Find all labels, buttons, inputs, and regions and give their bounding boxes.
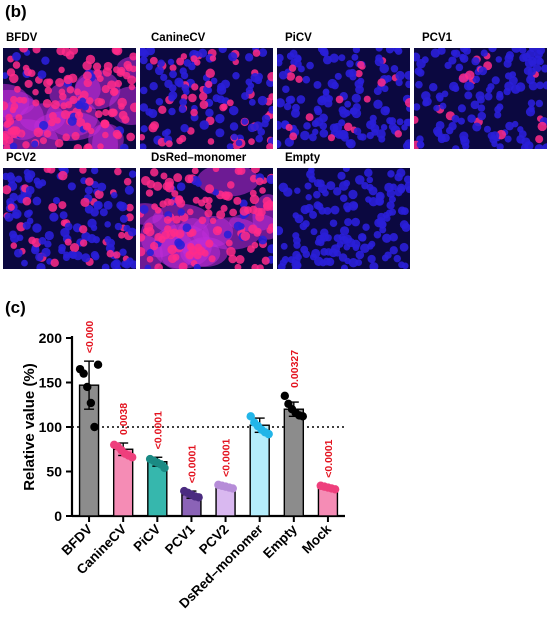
data-point bbox=[86, 398, 96, 408]
data-point bbox=[264, 429, 273, 439]
micrograph-title-caninecv: CanineCV bbox=[151, 32, 206, 44]
data-point bbox=[83, 382, 92, 392]
data-point bbox=[90, 422, 99, 432]
y-tick-label: 0 bbox=[54, 508, 62, 524]
micrograph-title-picv: PiCV bbox=[285, 32, 312, 44]
data-point bbox=[298, 412, 308, 421]
micrograph-title-pcv1: PCV1 bbox=[422, 32, 453, 44]
data-point bbox=[127, 453, 137, 462]
y-tick-label: 200 bbox=[39, 330, 63, 346]
y-tick-label: 150 bbox=[39, 375, 63, 391]
micrograph-empty bbox=[277, 168, 410, 269]
p-value-label: 0.0038 bbox=[118, 403, 130, 435]
data-point bbox=[330, 485, 340, 494]
p-value-label: <0.0001 bbox=[323, 439, 335, 477]
y-axis-label: Relative value (%) bbox=[21, 363, 38, 491]
y-tick-label: 100 bbox=[39, 419, 63, 435]
micrograph-title-empty: Empty bbox=[285, 152, 321, 164]
p-value-label: <0.0001 bbox=[84, 320, 96, 353]
micrograph-picv bbox=[277, 48, 410, 149]
data-point bbox=[280, 391, 290, 401]
x-tick-label: Mock bbox=[299, 521, 334, 556]
x-tick-label: PiCV bbox=[131, 522, 164, 555]
micrograph-dsred-monomer bbox=[140, 168, 273, 269]
micrograph-title-pcv2: PCV2 bbox=[6, 152, 37, 164]
x-tick-label: Empty bbox=[260, 521, 300, 561]
p-value-label: 0.00327 bbox=[289, 350, 301, 388]
p-value-label: <0.0001 bbox=[186, 445, 198, 483]
micrograph-title-bfdv: BFDV bbox=[6, 32, 38, 44]
data-point bbox=[228, 484, 237, 493]
data-point bbox=[246, 412, 255, 421]
panel-c-label: (c) bbox=[5, 298, 26, 317]
micrograph-title-dsred-monomer: DsRed–monomer bbox=[151, 152, 247, 164]
p-value-label: <0.0001 bbox=[152, 411, 164, 449]
y-tick-label: 50 bbox=[46, 464, 62, 480]
micrograph-bfdv bbox=[3, 48, 136, 149]
data-point bbox=[93, 360, 103, 369]
bar bbox=[249, 424, 270, 517]
micrograph-caninecv bbox=[140, 48, 273, 149]
data-point bbox=[160, 463, 169, 473]
data-point bbox=[79, 369, 88, 378]
x-tick-label: PCV1 bbox=[162, 521, 198, 557]
p-value-label: <0.0001 bbox=[221, 438, 233, 476]
panel-b-label: (b) bbox=[5, 2, 27, 21]
micrograph-pcv1 bbox=[414, 48, 547, 149]
micrograph-pcv2 bbox=[3, 168, 136, 269]
bar bbox=[283, 408, 305, 517]
data-point bbox=[194, 493, 203, 502]
